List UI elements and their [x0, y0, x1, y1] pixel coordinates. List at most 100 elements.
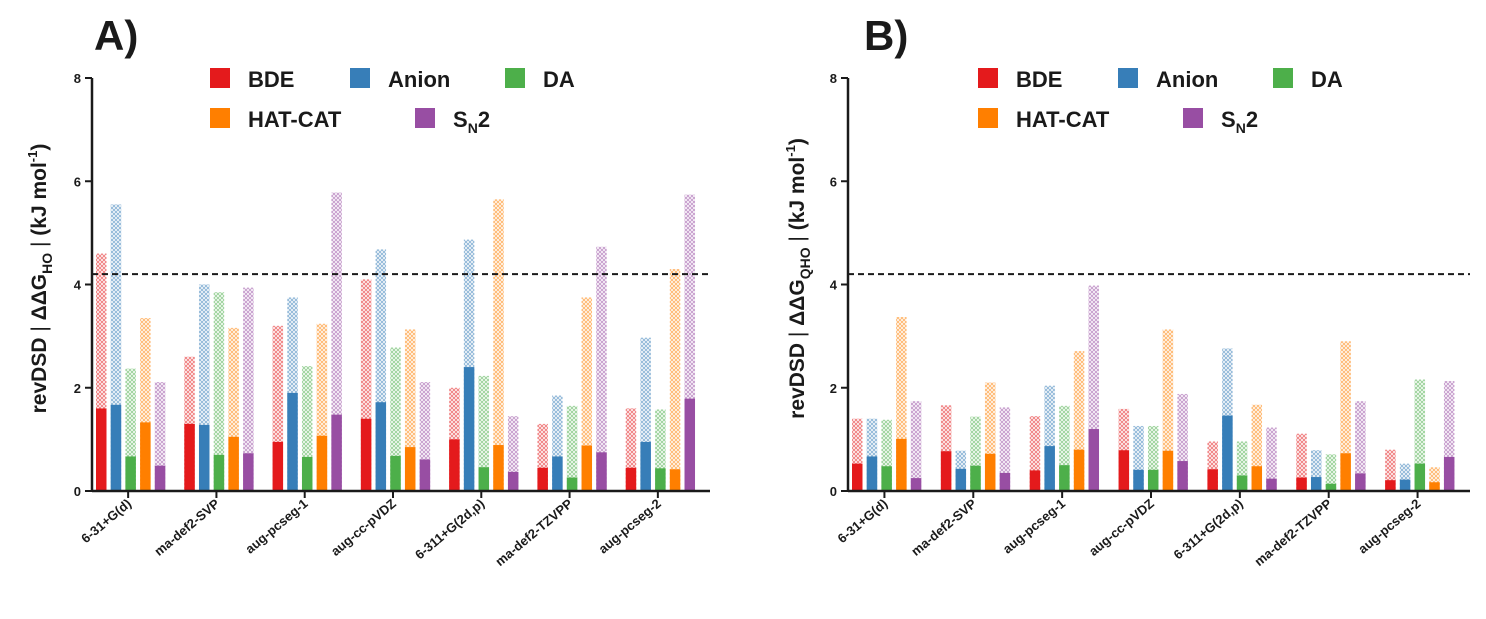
panel-b-bar-hatched-anion-6-31-g-d — [866, 418, 878, 491]
panel-b-bar-hatched-hat-cat-ma-def2-svp — [984, 382, 996, 491]
panel-a-legend-label-hat-cat: HAT-CAT — [248, 107, 342, 132]
panel-b-bar-hatched-hat-cat-aug-pcseg-2 — [1429, 467, 1440, 491]
panel-b-bar-bde-6-311-g-2d-p — [1207, 469, 1218, 491]
panel-b-bar-hatched-bde-aug-pcseg-2 — [1385, 449, 1396, 491]
panel-a-bar-hatched-hat-cat-aug-cc-pvdz — [404, 329, 416, 491]
panel-b-bar-hatched-anion-aug-pcseg-1 — [1044, 385, 1055, 491]
panel-b-x-tick-label: 6-31+G(d) — [835, 496, 891, 546]
panel-a-bar-hatched-bde-aug-cc-pvdz — [360, 279, 372, 491]
panel-a-bar-hatched-anion-aug-cc-pvdz — [375, 249, 387, 491]
panel-b-bar-hat-cat-aug-pcseg-1 — [1073, 449, 1085, 491]
panel-a-bar-hatched-hat-cat-ma-def2-tzvpp — [581, 297, 593, 491]
panel-a-bar-hat-cat-aug-pcseg-2 — [669, 469, 681, 491]
panel-a-legend-label-sn2: SN2 — [453, 107, 490, 136]
panel-b-y-axis-label: revDSD | ΔΔGQHO | (kJ mol-1) — [783, 138, 813, 419]
panel-a-legend: BDE Anion DA HAT-CAT SN2 — [210, 67, 575, 136]
panel-b-x-tick-label: ma-def2-SVP — [908, 496, 979, 559]
panel-a-bar-hatched-anion-ma-def2-tzvpp — [552, 395, 563, 491]
panel-a-legend-swatch-hat-cat — [210, 108, 230, 128]
panel-a-bar-hatched-hat-cat-aug-pcseg-2 — [669, 269, 681, 491]
panel-a-bar-hatched-da-aug-cc-pvdz — [390, 347, 401, 491]
panel-b-bar-sn2-6-31-g-d — [910, 478, 922, 491]
panel-a-bar-sn2-ma-def2-svp — [243, 453, 254, 491]
panel-b-y-axis-title: revDSD | ΔΔGQHO | (kJ mol-1) — [783, 138, 813, 419]
panel-a-bar-da-ma-def2-svp — [213, 454, 225, 491]
panel-b-bar-anion-ma-def2-tzvpp — [1310, 477, 1322, 491]
panel-a-bar-hatched-sn2-ma-def2-tzvpp — [596, 246, 607, 491]
panel-b-bar-hatched-hat-cat-ma-def2-tzvpp — [1340, 341, 1351, 491]
panel-a-bar-hatched-da-aug-pcseg-2 — [655, 409, 666, 491]
panel-a-bar-anion-6-31-g-d — [110, 404, 122, 491]
panel-a-bar-bde-aug-pcseg-2 — [625, 467, 637, 491]
panel-b-bar-sn2-ma-def2-tzvpp — [1355, 473, 1366, 491]
panel-b-bar-hatched-anion-aug-pcseg-2 — [1399, 463, 1411, 491]
panel-a-bar-hat-cat-ma-def2-tzvpp — [581, 445, 593, 491]
panel-a-y-axis-title: revDSD | ΔΔGHO | (kJ mol-1) — [25, 144, 55, 414]
panel-a-bar-hatched-sn2-aug-pcseg-1 — [331, 192, 342, 492]
panel-b-bar-sn2-aug-pcseg-2 — [1443, 456, 1455, 491]
panel-a-x-tick-label: ma-def2-TZVPP — [492, 496, 575, 569]
panel-a-bar-hatched-bde-6-31-g-d — [96, 253, 107, 491]
panel-a-x-tick-label: 6-311+G(2d,p) — [412, 496, 487, 563]
panel-a-bar-hatched-hat-cat-6-311-g-2d-p — [493, 199, 504, 491]
panel-a-bar-hatched-anion-ma-def2-svp — [198, 284, 210, 491]
panel-b-bar-hatched-sn2-aug-pcseg-2 — [1443, 381, 1455, 491]
panel-b-bar-hatched-bde-6-311-g-2d-p — [1207, 441, 1218, 491]
panel-b-bar-hatched-hat-cat-6-31-g-d — [896, 317, 907, 491]
panel-b-x-tick-label: aug-pcseg-2 — [1355, 496, 1423, 557]
panel-a-legend-swatch-da — [505, 68, 525, 88]
panel-b-bar-hat-cat-ma-def2-tzvpp — [1340, 453, 1351, 491]
panel-b-bar-da-aug-pcseg-2 — [1414, 463, 1426, 491]
panel-a-bar-da-6-311-g-2d-p — [478, 467, 490, 491]
panel-b-bar-anion-aug-pcseg-1 — [1044, 446, 1055, 491]
panel-b-legend-swatch-hat-cat — [978, 108, 998, 128]
panel-b-bar-hatched-sn2-aug-cc-pvdz — [1177, 393, 1188, 491]
panel-a-bar-hatched-sn2-aug-pcseg-2 — [684, 194, 696, 492]
panel-b: B) BDE Anion DA HAT-CAT SN2 revDSD | ΔΔGQHO … — [783, 12, 1470, 569]
panel-a-bar-sn2-6-31-g-d — [154, 465, 166, 491]
panel-b-bar-hatched-da-aug-pcseg-1 — [1059, 405, 1070, 491]
panel-b-legend-swatch-da — [1273, 68, 1293, 88]
panel-a-bar-hatched-sn2-aug-cc-pvdz — [419, 382, 431, 491]
panel-b-legend-label-da: DA — [1311, 67, 1343, 92]
panel-a-x-tick-label: aug-pcseg-1 — [242, 496, 310, 557]
panel-a-bar-hat-cat-ma-def2-svp — [228, 436, 239, 491]
panel-b-bar-anion-aug-pcseg-2 — [1399, 479, 1411, 491]
panel-b-x-tick-label: ma-def2-TZVPP — [1251, 496, 1334, 569]
panel-b-bar-hatched-bde-aug-cc-pvdz — [1118, 408, 1130, 491]
panel-b-bar-hatched-sn2-ma-def2-tzvpp — [1355, 401, 1366, 491]
panel-b-letter: B) — [864, 12, 908, 59]
panel-b-bar-hatched-bde-aug-pcseg-1 — [1029, 416, 1041, 491]
panel-b-bar-da-6-311-g-2d-p — [1236, 475, 1248, 491]
panel-a-bar-hat-cat-aug-pcseg-1 — [316, 435, 328, 491]
panel-a-legend-swatch-sn2 — [415, 108, 435, 128]
panel-b-legend: BDE Anion DA HAT-CAT SN2 — [978, 67, 1343, 136]
panel-a-bar-da-aug-pcseg-1 — [301, 456, 313, 491]
panel-b-bar-hatched-da-ma-def2-tzvpp — [1325, 454, 1337, 491]
panel-b-y-tick-label: 2 — [830, 381, 837, 396]
panel-b-x-tick-label: aug-pcseg-1 — [1000, 496, 1068, 557]
panel-b-y-tick-label: 4 — [830, 278, 838, 293]
panel-b-y-tick-label: 8 — [830, 71, 837, 86]
panel-a-bar-da-aug-cc-pvdz — [390, 455, 401, 491]
panel-a-bar-anion-aug-pcseg-1 — [287, 392, 298, 491]
panel-a-y-tick-label: 2 — [74, 381, 81, 396]
panel-b-x-tick-label: 6-311+G(2d,p) — [1171, 496, 1246, 563]
panel-a-bar-anion-aug-cc-pvdz — [375, 402, 387, 491]
panel-a-x-tick-label: ma-def2-SVP — [151, 496, 222, 559]
panel-a-bar-bde-aug-pcseg-1 — [272, 441, 284, 491]
panel-a-bar-bde-ma-def2-tzvpp — [537, 467, 548, 491]
panel-a: A) BDE Anion DA HAT-CAT SN2 revDSD | ΔΔGHO |… — [25, 12, 710, 569]
panel-b-bar-bde-ma-def2-tzvpp — [1296, 477, 1307, 491]
panel-b-bar-da-ma-def2-svp — [970, 465, 981, 491]
panel-a-bar-bde-6-31-g-d — [96, 408, 107, 491]
panel-a-x-tick-label: aug-cc-pVDZ — [328, 496, 399, 559]
panel-a-y-axis-label: revDSD | ΔΔGHO | (kJ mol-1) — [25, 144, 55, 414]
panel-b-bar-hatched-sn2-ma-def2-svp — [999, 407, 1011, 491]
panel-b-bar-hatched-da-aug-pcseg-2 — [1414, 379, 1426, 491]
panel-b-bar-hatched-da-6-311-g-2d-p — [1236, 441, 1248, 491]
panel-a-legend-swatch-anion — [350, 68, 370, 88]
panel-b-x-tick-label: aug-cc-pVDZ — [1086, 496, 1157, 559]
panel-a-bar-hatched-anion-6-31-g-d — [110, 204, 122, 491]
panel-a-bar-sn2-aug-cc-pvdz — [419, 459, 431, 491]
